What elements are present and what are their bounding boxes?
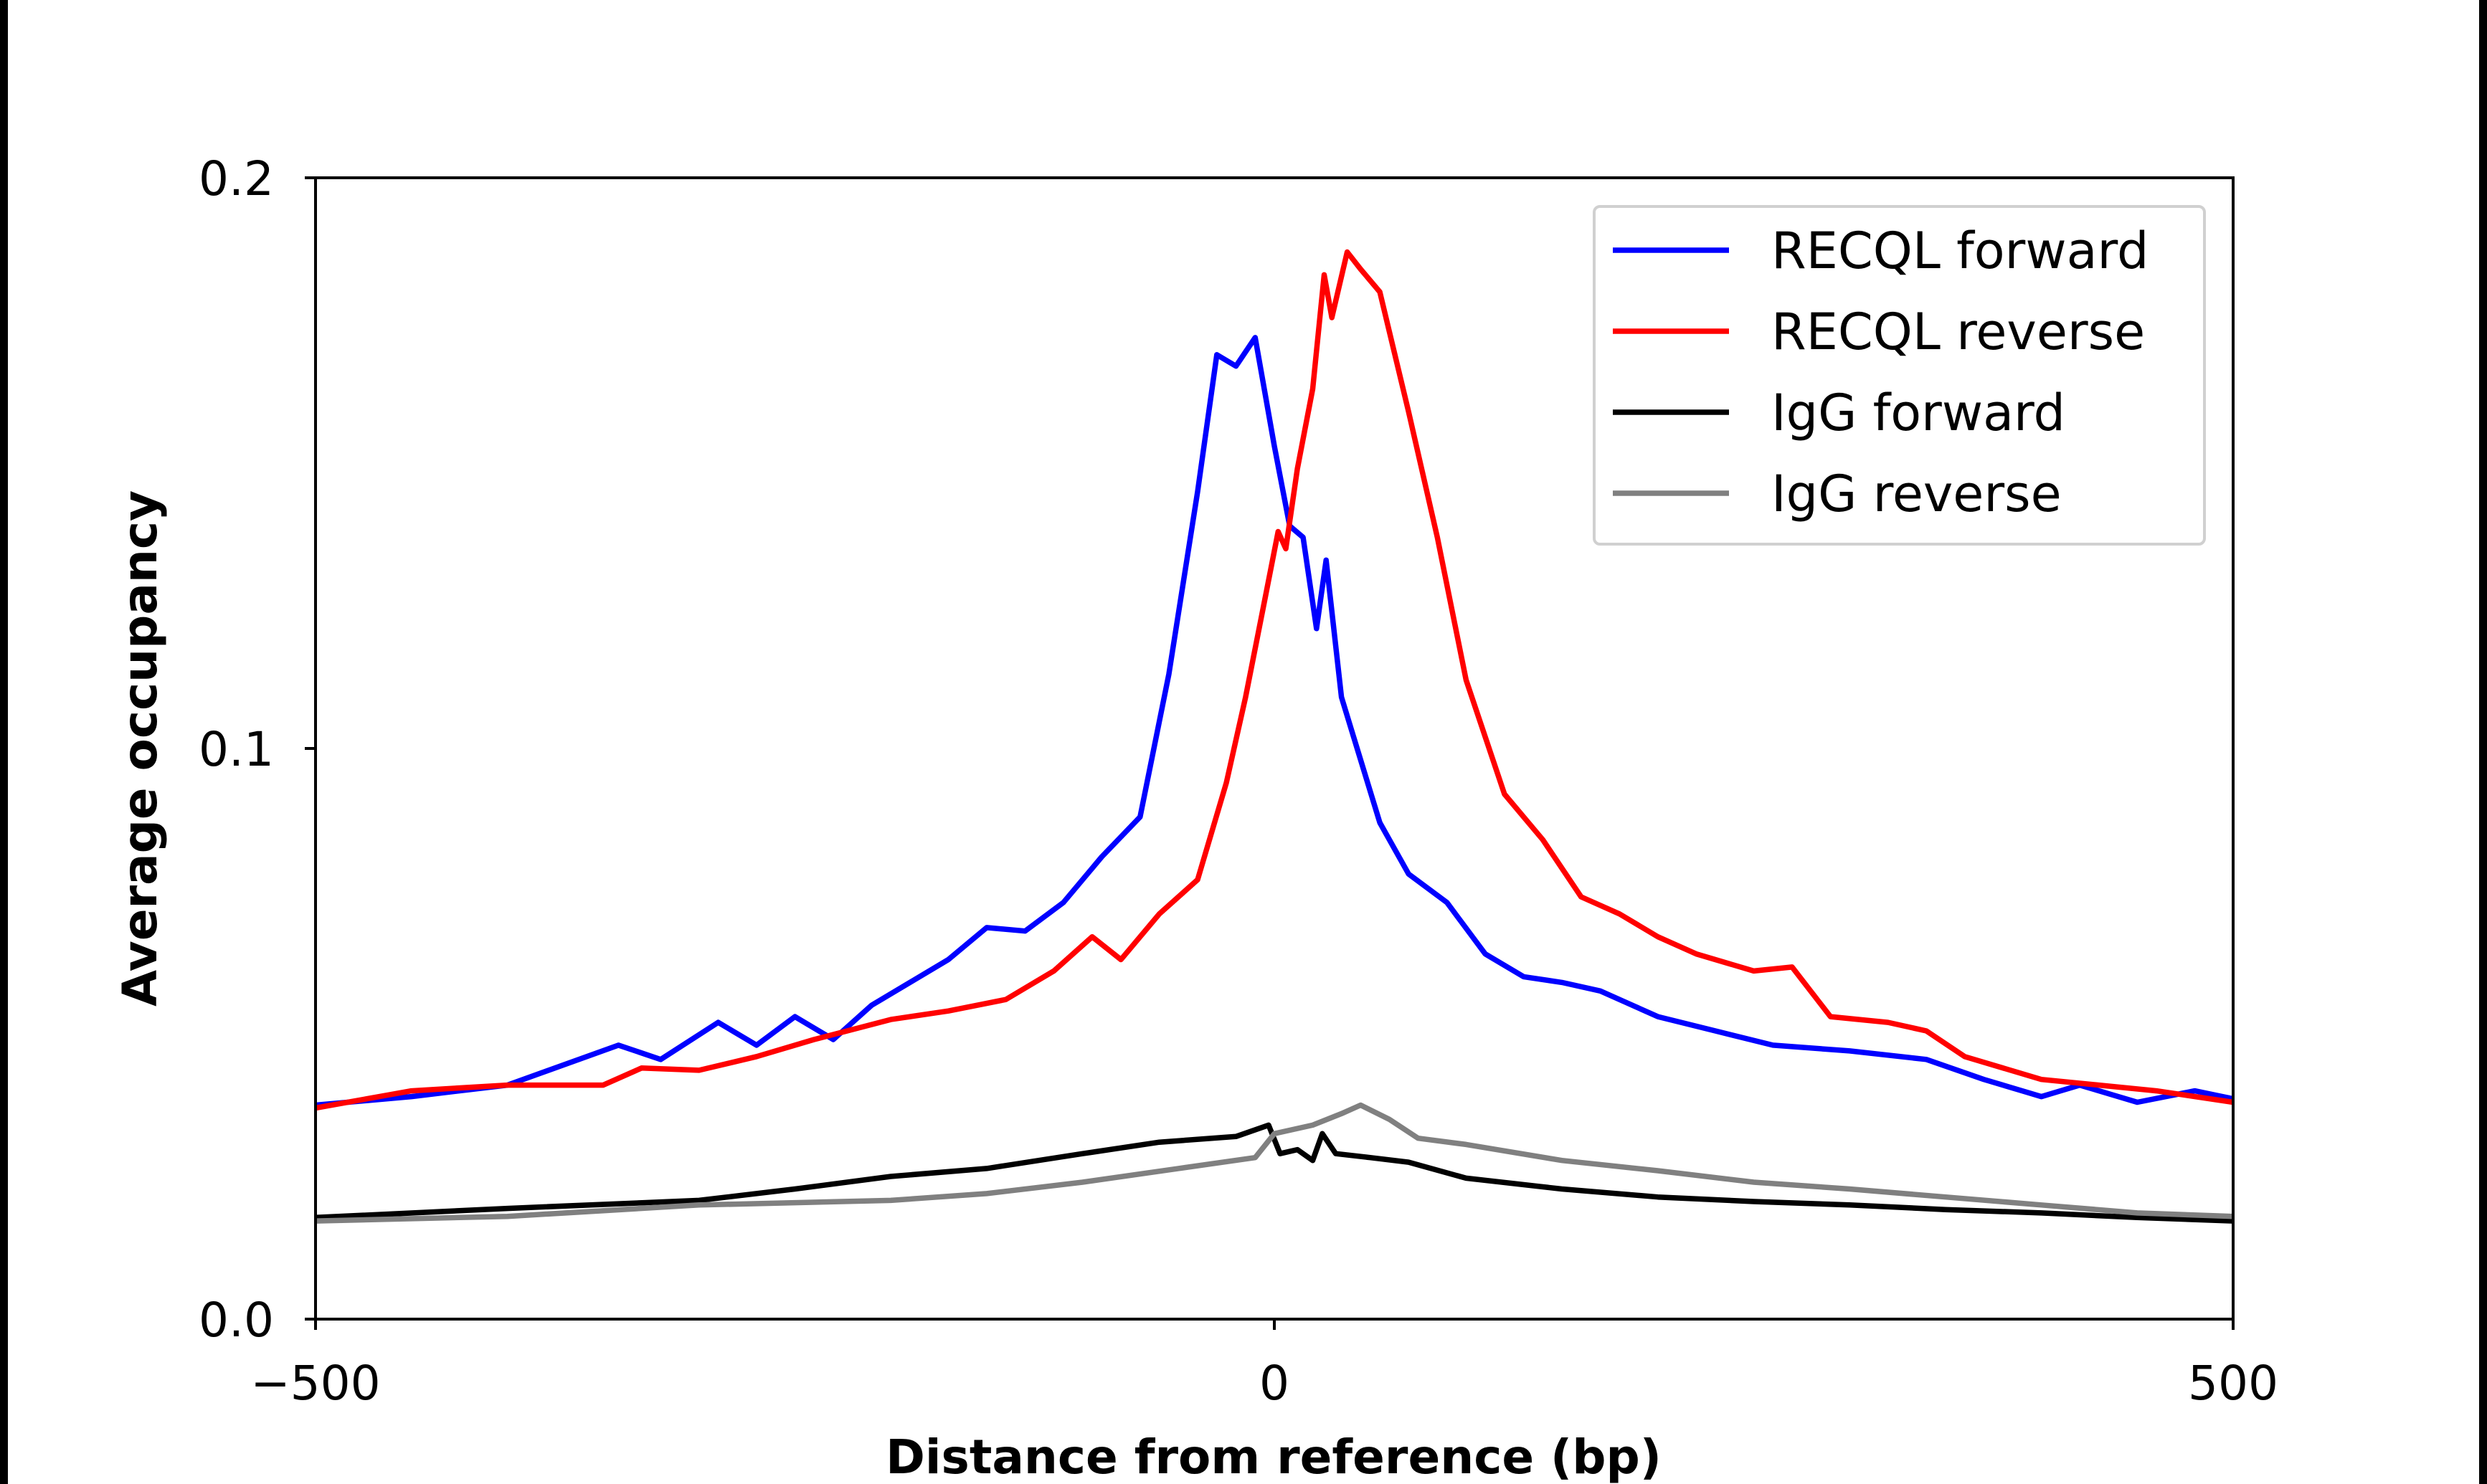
legend-label: IgG reverse — [1771, 465, 2062, 523]
series-line-igg-reverse — [315, 1102, 2234, 1224]
legend-entry: RECQL reverse — [1613, 303, 2145, 361]
y-axis-label: Average occupancy — [113, 490, 168, 1007]
legend-items: RECQL forward RECQL reverse IgG forward IgG… — [1613, 222, 2149, 523]
series-line-igg-forward — [315, 1122, 2234, 1224]
legend-label: RECQL reverse — [1771, 303, 2145, 361]
x-tick-label: 0 — [1259, 1356, 1289, 1411]
x-tick-label: 500 — [2188, 1356, 2278, 1411]
y-tick-label: 0.2 — [199, 151, 274, 206]
series-line-recql-reverse — [315, 249, 2234, 1111]
legend: RECQL forward RECQL reverse IgG forward IgG… — [1593, 205, 2206, 546]
right-border — [2479, 0, 2487, 1484]
legend-entry: IgG forward — [1613, 384, 2065, 442]
legend-box — [1593, 205, 2206, 546]
x-axis-label: Distance from reference (bp) — [886, 1430, 1662, 1484]
y-tick-label: 0.0 — [199, 1293, 274, 1348]
series-layer — [315, 249, 2234, 1224]
y-tick-label: 0.1 — [199, 722, 274, 777]
legend-entry: IgG reverse — [1613, 465, 2062, 523]
x-tick-label: −500 — [250, 1356, 380, 1411]
legend-label: RECQL forward — [1771, 222, 2149, 280]
left-border — [0, 0, 8, 1484]
legend-entry: RECQL forward — [1613, 222, 2149, 280]
ticks: −500 0 500 0.0 0.1 0.2 — [199, 151, 2278, 1411]
legend-label: IgG forward — [1771, 384, 2065, 442]
